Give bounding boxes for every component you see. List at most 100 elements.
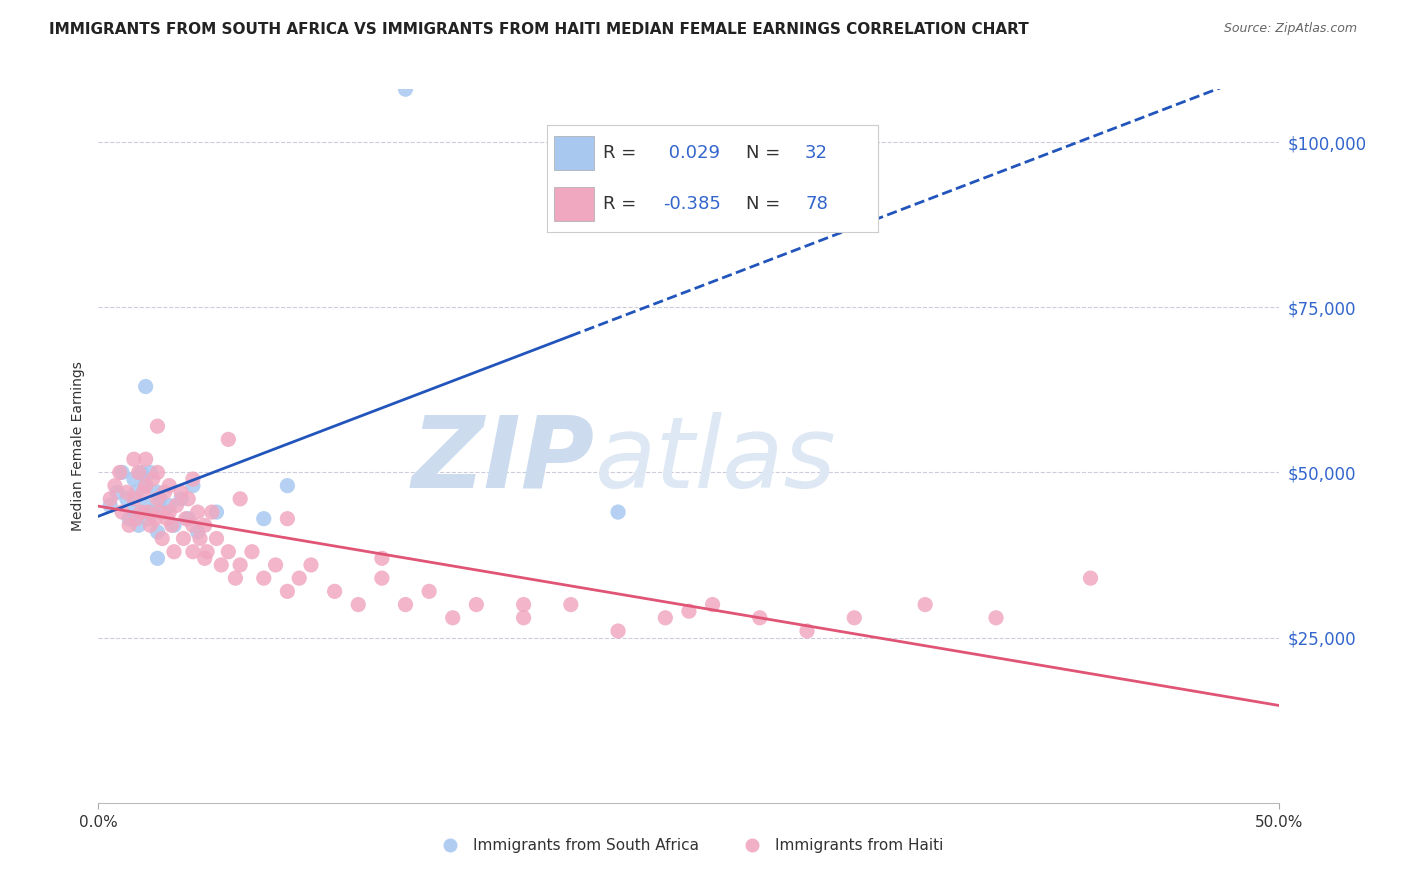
Point xyxy=(174,511,197,525)
Point xyxy=(607,505,630,519)
Point xyxy=(560,598,582,612)
Point xyxy=(678,604,700,618)
Point xyxy=(115,485,138,500)
Point xyxy=(224,571,246,585)
Point xyxy=(217,433,239,447)
Y-axis label: Median Female Earnings: Median Female Earnings xyxy=(70,361,84,531)
Point xyxy=(323,584,346,599)
Point xyxy=(98,499,121,513)
Point xyxy=(132,485,155,500)
Point xyxy=(177,491,200,506)
Point xyxy=(371,571,394,585)
Point xyxy=(194,551,217,566)
Point xyxy=(128,518,150,533)
Point xyxy=(844,611,866,625)
Point xyxy=(253,571,276,585)
Point xyxy=(146,551,169,566)
Point xyxy=(136,511,159,525)
Point xyxy=(122,505,145,519)
Point xyxy=(201,505,224,519)
Point xyxy=(205,505,228,519)
Point xyxy=(105,485,128,500)
Point xyxy=(394,82,416,96)
Point xyxy=(188,532,211,546)
Point xyxy=(195,545,218,559)
Point xyxy=(135,452,157,467)
Point xyxy=(288,571,311,585)
Point xyxy=(984,611,1007,625)
Point xyxy=(205,532,228,546)
Point xyxy=(181,518,204,533)
Point xyxy=(125,511,148,525)
Point xyxy=(135,478,157,492)
Point xyxy=(187,524,209,539)
Point xyxy=(177,511,200,525)
Point xyxy=(163,518,186,533)
Point xyxy=(607,624,630,638)
Point xyxy=(194,518,217,533)
Point xyxy=(122,472,145,486)
Point xyxy=(157,478,180,492)
Point xyxy=(394,598,416,612)
Point xyxy=(135,499,157,513)
Point xyxy=(181,545,204,559)
Point xyxy=(209,558,232,572)
Point xyxy=(276,511,298,525)
Point xyxy=(139,518,162,533)
Point xyxy=(371,551,394,566)
Point xyxy=(129,505,152,519)
Point xyxy=(1080,571,1102,585)
Text: atlas: atlas xyxy=(595,412,837,508)
Point xyxy=(146,466,169,480)
Point xyxy=(347,598,370,612)
Point xyxy=(441,611,464,625)
Legend: Immigrants from South Africa, Immigrants from Haiti: Immigrants from South Africa, Immigrants… xyxy=(429,832,949,859)
Point xyxy=(149,491,172,506)
Point xyxy=(129,466,152,480)
Point xyxy=(146,419,169,434)
Point xyxy=(465,598,488,612)
Point xyxy=(142,472,165,486)
Point xyxy=(217,545,239,559)
Point xyxy=(156,511,179,525)
Point xyxy=(702,598,724,612)
Point xyxy=(418,584,440,599)
Point xyxy=(914,598,936,612)
Point xyxy=(136,505,159,519)
Point xyxy=(170,491,193,506)
Point xyxy=(150,532,173,546)
Point xyxy=(165,499,187,513)
Point xyxy=(264,558,287,572)
Point xyxy=(125,485,148,500)
Point xyxy=(108,466,131,480)
Point xyxy=(229,558,252,572)
Point xyxy=(135,478,157,492)
Point xyxy=(149,505,172,519)
Point xyxy=(153,485,176,500)
Point xyxy=(187,505,209,519)
Point xyxy=(118,511,141,525)
Point xyxy=(181,472,204,486)
Point xyxy=(135,379,157,393)
Point xyxy=(276,584,298,599)
Point xyxy=(143,511,166,525)
Point xyxy=(115,491,138,506)
Point xyxy=(146,524,169,539)
Point xyxy=(153,505,176,519)
Point xyxy=(157,505,180,519)
Point xyxy=(163,545,186,559)
Point xyxy=(229,491,252,506)
Point xyxy=(276,478,298,492)
Point xyxy=(104,478,127,492)
Point xyxy=(98,491,121,506)
Point xyxy=(796,624,818,638)
Point xyxy=(160,518,183,533)
Point xyxy=(122,452,145,467)
Point xyxy=(240,545,263,559)
Point xyxy=(253,511,276,525)
Point xyxy=(299,558,322,572)
Text: IMMIGRANTS FROM SOUTH AFRICA VS IMMIGRANTS FROM HAITI MEDIAN FEMALE EARNINGS COR: IMMIGRANTS FROM SOUTH AFRICA VS IMMIGRAN… xyxy=(49,22,1029,37)
Point xyxy=(654,611,676,625)
Point xyxy=(512,598,534,612)
Point xyxy=(157,499,180,513)
